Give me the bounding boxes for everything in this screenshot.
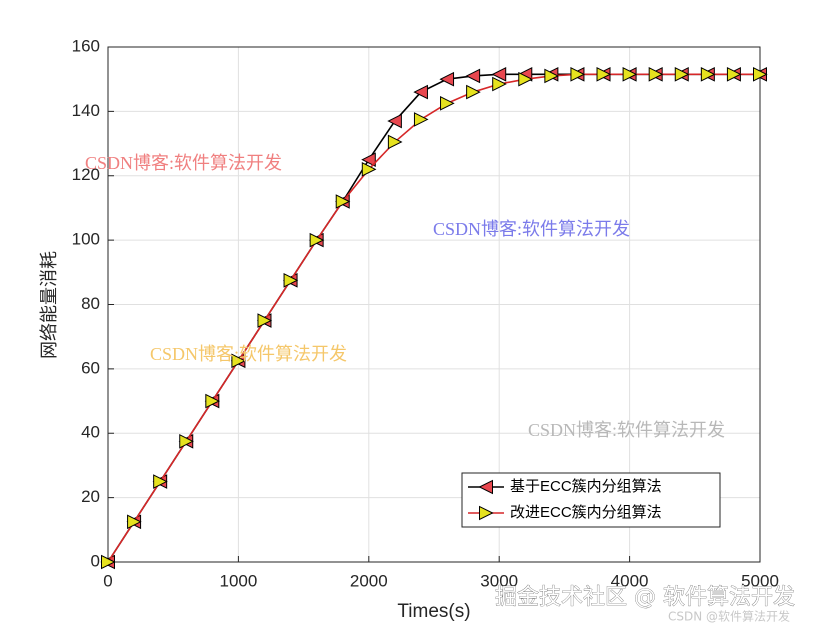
marker [257, 313, 273, 328]
marker [466, 84, 481, 100]
legend-box [461, 472, 721, 528]
marker [335, 194, 351, 209]
marker [205, 393, 220, 409]
y-tick-label: 80 [81, 294, 100, 313]
plot-frame [107, 46, 761, 563]
marker [570, 67, 586, 82]
marker [309, 232, 325, 248]
marker [465, 68, 481, 84]
y-tick-label: 140 [72, 101, 100, 120]
x-tick-label: 4000 [611, 571, 649, 590]
marker [491, 67, 507, 82]
marker [179, 433, 194, 449]
marker [518, 71, 533, 87]
x-tick-label: 2000 [350, 571, 388, 590]
legend-marker [479, 505, 494, 521]
marker [596, 67, 612, 82]
marker [544, 68, 559, 84]
marker [700, 67, 716, 82]
x-tick-label: 1000 [219, 571, 257, 590]
watermark: CSDN @软件算法开发 [668, 609, 790, 624]
marker [283, 273, 299, 288]
watermark: CSDN博客:软件算法开发 [528, 420, 725, 440]
legend-label: 改进ECC簇内分组算法 [510, 503, 662, 521]
marker [101, 554, 116, 570]
marker [492, 76, 507, 92]
x-tick-label: 3000 [480, 571, 518, 590]
y-tick-label: 120 [72, 165, 100, 184]
legend-marker [478, 479, 493, 495]
marker [361, 162, 377, 177]
watermark: 掘金技术社区 @ 软件算法开发 [495, 585, 795, 610]
marker [153, 474, 168, 489]
marker [231, 353, 247, 369]
y-tick-label: 160 [72, 36, 100, 55]
marker [413, 84, 428, 100]
marker [753, 67, 768, 82]
watermark: CSDN博客:软件算法开发 [85, 153, 282, 173]
y-tick-label: 100 [72, 230, 100, 249]
marker [439, 71, 455, 87]
y-tick-label: 60 [81, 358, 100, 377]
y-tick-label: 20 [81, 487, 100, 506]
x-tick-label: 5000 [741, 571, 779, 590]
x-axis-label: Times(s) [397, 601, 470, 622]
legend-label: 基于ECC簇内分组算法 [510, 477, 662, 495]
x-tick-label: 0 [103, 571, 112, 590]
watermark: CSDN博客:软件算法开发 [150, 344, 347, 364]
marker [361, 152, 376, 167]
marker [440, 96, 455, 111]
marker [127, 514, 142, 530]
y-tick-label: 0 [91, 551, 100, 570]
watermark: CSDN博客:软件算法开发 [433, 219, 630, 239]
marker [648, 67, 664, 82]
marker [674, 67, 690, 82]
marker [726, 67, 742, 82]
y-axis-label: 网络能量消耗 [39, 251, 59, 359]
marker [387, 134, 403, 150]
marker [413, 112, 429, 127]
marker [387, 113, 402, 129]
marker [622, 67, 638, 82]
y-tick-label: 40 [81, 423, 100, 442]
